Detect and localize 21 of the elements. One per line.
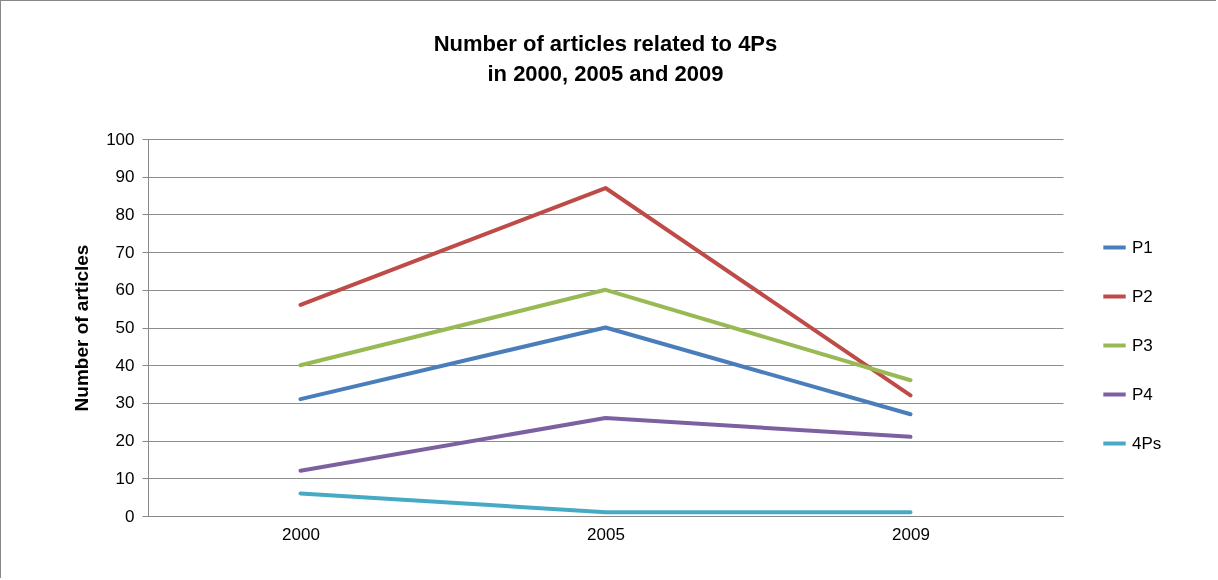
y-axis-title: Number of articles [71, 244, 93, 412]
x-tick-label: 2005 [587, 524, 625, 544]
y-tick-label: 10 [115, 468, 135, 488]
y-tick-label: 70 [115, 242, 135, 262]
legend-label: P3 [1132, 335, 1153, 355]
x-tick-label: 2000 [282, 524, 320, 544]
y-tick-label: 0 [125, 506, 135, 526]
legend-label: P1 [1132, 237, 1153, 257]
y-tick-label: 40 [115, 355, 135, 375]
chart-title: Number of articles related to 4Ps in 2000, 2005 and 2009 [433, 31, 778, 86]
y-tick-label: 30 [115, 393, 135, 413]
y-tick-label: 80 [115, 204, 135, 224]
legend-label: P4 [1132, 384, 1153, 404]
x-tick-label: 2009 [892, 524, 930, 544]
y-tick-label: 100 [106, 129, 135, 149]
y-tick-label: 90 [115, 167, 135, 187]
y-tick-label: 50 [115, 318, 135, 337]
legend-label: 4Ps [1132, 433, 1162, 453]
legend-label: P2 [1132, 286, 1153, 306]
y-tick-label: 60 [115, 280, 135, 300]
y-tick-label: 20 [115, 431, 135, 451]
